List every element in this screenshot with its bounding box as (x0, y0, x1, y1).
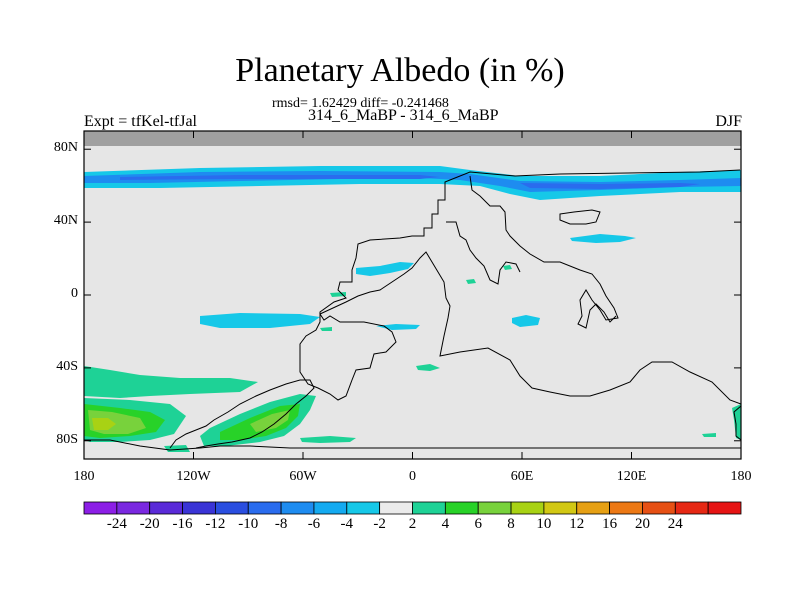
colorbar-label: -6 (307, 516, 321, 532)
patch-indian-ocean (512, 315, 540, 327)
patch-south-pacific-small (702, 433, 716, 437)
colorbar-box (313, 501, 348, 515)
patch-small-a (330, 292, 346, 297)
colorbar-boxes (83, 501, 742, 515)
colorbar-box (609, 501, 643, 515)
colorbar-label: 24 (667, 516, 683, 532)
coastline-australia-edge (733, 405, 741, 441)
lat-tick-label: 0 (71, 286, 78, 301)
lon-tick-label: 120E (616, 469, 647, 484)
patch-small-b (320, 327, 332, 331)
coastline-asia-interior (469, 175, 619, 329)
stats-text: rmsd= 1.62429 diff= -0.241468 (272, 96, 449, 111)
lon-tick-label: 180 (73, 469, 95, 484)
coastline-eurasia (299, 169, 741, 405)
colorbar-label: -20 (139, 516, 160, 532)
tick-marks (83, 131, 742, 459)
colorbar-label: 6 (474, 516, 482, 532)
colorbar-label: 16 (602, 516, 618, 532)
colorbar-box (83, 501, 118, 515)
colorbar-box (477, 501, 512, 515)
lon-tick-label: 0 (409, 469, 416, 484)
patch-equatorial-atlantic (200, 313, 320, 328)
colorbar-label: -4 (340, 516, 354, 532)
colorbar-box (379, 501, 413, 515)
colorbar-box (247, 501, 282, 515)
land-outlines (84, 169, 741, 451)
colorbar-box (444, 501, 479, 515)
colorbar-box (642, 501, 676, 515)
coastline-antarctica (84, 439, 741, 451)
colorbar-box (510, 501, 545, 515)
southern-anomaly-west-core (92, 418, 116, 430)
colorbar-label: 20 (634, 516, 650, 532)
colorbar-label: -10 (238, 516, 259, 532)
southern-anomaly-peninsula-strong (250, 410, 290, 432)
colorbar-box (149, 501, 183, 515)
figure-title: Planetary Albedo (in %) (235, 52, 565, 89)
colorbar-box (214, 501, 249, 515)
colorbar-label: 2 (408, 516, 417, 532)
arctic-anomaly-east (520, 183, 700, 189)
colorbar-box (412, 501, 446, 515)
colorbar-box (280, 501, 315, 515)
coastline-peninsula (169, 379, 315, 449)
patch-south-atlantic (416, 364, 440, 371)
experiment-pair-text: 314_6_MaBP - 314_6_MaBP (308, 107, 499, 124)
colorbar-box (707, 501, 742, 515)
colorbar-box (543, 501, 578, 515)
colorbar-label: 4 (441, 516, 450, 532)
patch-east-africa (466, 279, 476, 284)
colorbar-label: -24 (106, 516, 127, 532)
lon-tick-label: 60E (510, 469, 534, 484)
colorbar-box (116, 501, 151, 515)
colorbar-box (182, 501, 216, 515)
southern-anomaly-outer (84, 366, 258, 398)
coastline-middle-east (446, 221, 521, 285)
colorbar-label: -2 (373, 516, 386, 532)
patch-north-atlantic (356, 262, 414, 276)
patch-arabia (503, 265, 512, 270)
missing-data-band (84, 131, 741, 146)
colorbar-box (576, 501, 610, 515)
colorbar-box (346, 501, 381, 515)
colorbar-label: -8 (274, 516, 288, 532)
colorbar-label: 10 (536, 516, 552, 532)
patch-central-asia (570, 234, 636, 243)
lat-tick-label: 40N (53, 213, 78, 229)
lon-tick-label: 60W (289, 469, 317, 484)
colorbar-label: -16 (172, 516, 193, 532)
lon-tick-label: 120W (176, 469, 211, 484)
colorbar-box (674, 501, 709, 515)
season-label: DJF (715, 113, 742, 130)
lat-tick-label: 80N (53, 140, 78, 156)
colorbar-label: 12 (569, 516, 585, 532)
southern-anomaly-strip (300, 436, 356, 443)
lat-tick-label: 40S (56, 358, 78, 374)
lat-tick-label: 80S (56, 431, 78, 447)
coastline-east-asia (559, 209, 601, 225)
experiment-label: Expt = tfKel-tfJal (84, 113, 197, 130)
colorbar-label: 8 (507, 516, 515, 532)
arctic-anomaly-strong (120, 175, 440, 180)
lon-tick-label: 180 (730, 469, 752, 484)
colorbar-label: -12 (205, 516, 226, 532)
